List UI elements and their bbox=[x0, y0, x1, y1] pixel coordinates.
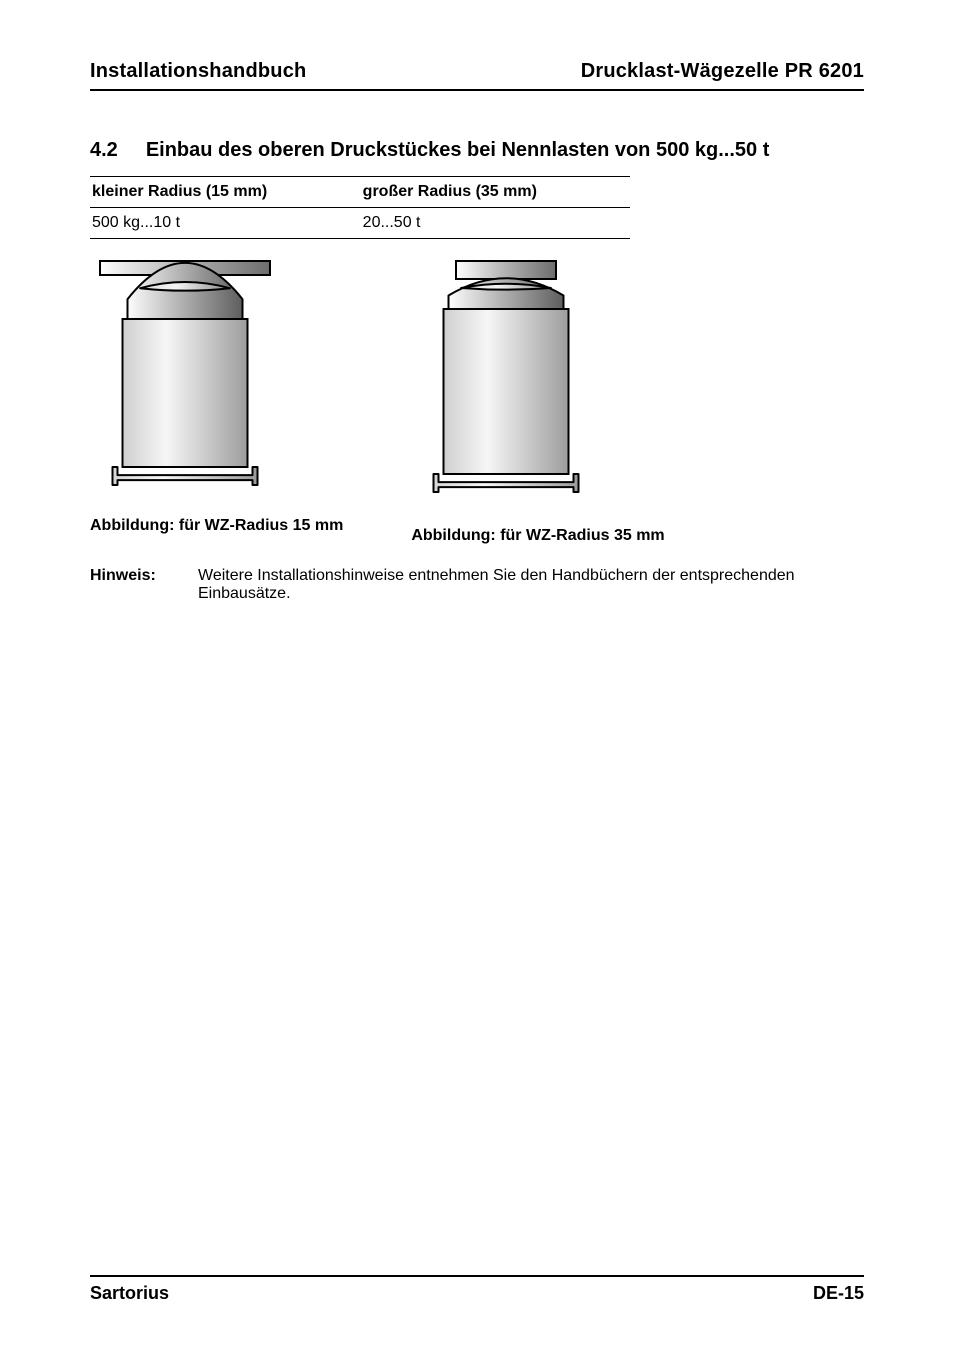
header-right: Drucklast-Wägezelle PR 6201 bbox=[581, 60, 864, 83]
footer-right: DE-15 bbox=[813, 1283, 864, 1304]
table-header-col0: kleiner Radius (15 mm) bbox=[90, 177, 361, 208]
table-header-col1: großer Radius (35 mm) bbox=[361, 177, 630, 208]
figure-large-radius: Abbildung: für WZ-Radius 35 mm bbox=[411, 257, 664, 545]
header-left: Installationshandbuch bbox=[90, 60, 306, 83]
radius-table: kleiner Radius (15 mm) großer Radius (35… bbox=[90, 176, 630, 239]
note-block: Hinweis: Weitere Installationshinweise e… bbox=[90, 567, 850, 603]
section-heading: 4.2 Einbau des oberen Druckstückes bei N… bbox=[90, 139, 864, 162]
table-row: 500 kg...10 t 20...50 t bbox=[90, 208, 630, 239]
figure-small-caption: Abbildung: für WZ-Radius 15 mm bbox=[90, 517, 343, 535]
figure-small-radius: Abbildung: für WZ-Radius 15 mm bbox=[90, 257, 343, 545]
section-title-text: Einbau des oberen Druckstückes bei Nennl… bbox=[146, 139, 770, 162]
loadcell-large-icon bbox=[411, 257, 601, 517]
section-number: 4.2 bbox=[90, 139, 118, 162]
table-cell-r0c1: 20...50 t bbox=[361, 208, 630, 239]
figure-large-caption: Abbildung: für WZ-Radius 35 mm bbox=[411, 527, 664, 545]
note-text: Weitere Installationshinweise entnehmen … bbox=[198, 567, 850, 603]
note-label: Hinweis: bbox=[90, 567, 164, 603]
footer-left: Sartorius bbox=[90, 1283, 169, 1304]
page-footer: Sartorius DE-15 bbox=[90, 1275, 864, 1304]
figures-row: Abbildung: für WZ-Radius 15 mm Abbildung… bbox=[90, 257, 864, 545]
loadcell-small-icon bbox=[90, 257, 280, 507]
table-cell-r0c0: 500 kg...10 t bbox=[90, 208, 361, 239]
page-header: Installationshandbuch Drucklast-Wägezell… bbox=[90, 60, 864, 91]
